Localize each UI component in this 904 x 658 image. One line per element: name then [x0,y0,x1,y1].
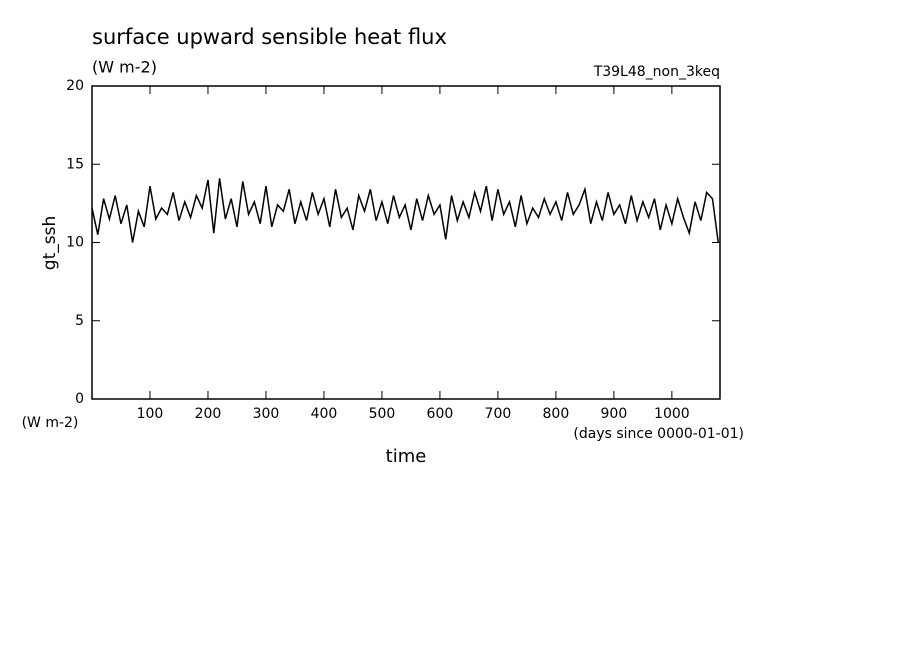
x-tick-label: 600 [427,406,454,422]
chart-title: surface upward sensible heat flux [92,25,447,49]
x-tick-label: 500 [369,406,396,422]
x-axis-label: time [386,446,427,467]
y-tick-label: 20 [66,78,84,94]
x-tick-label: 900 [601,406,628,422]
run-label: T39L48_non_3keq [593,64,720,80]
subtitle: (W m-2) [92,58,157,77]
y-tick-label: 15 [66,156,84,172]
y-tick-label: 10 [66,235,84,251]
x-tick-label: 100 [137,406,164,422]
x-tick-label: 200 [195,406,222,422]
x-tick-label: 800 [543,406,570,422]
data-line [91,178,720,243]
y-axis-label: gt_ssh [40,216,60,270]
y-tick-label: 0 [75,391,84,407]
x-tick-label: 300 [253,406,280,422]
x-units: (days since 0000-01-01) [573,426,744,442]
x-tick-label: 400 [311,406,338,422]
y-units: (W m-2) [22,415,79,431]
x-tick-label: 1000 [654,406,690,422]
x-tick-label: 700 [485,406,512,422]
y-tick-label: 5 [75,313,84,329]
